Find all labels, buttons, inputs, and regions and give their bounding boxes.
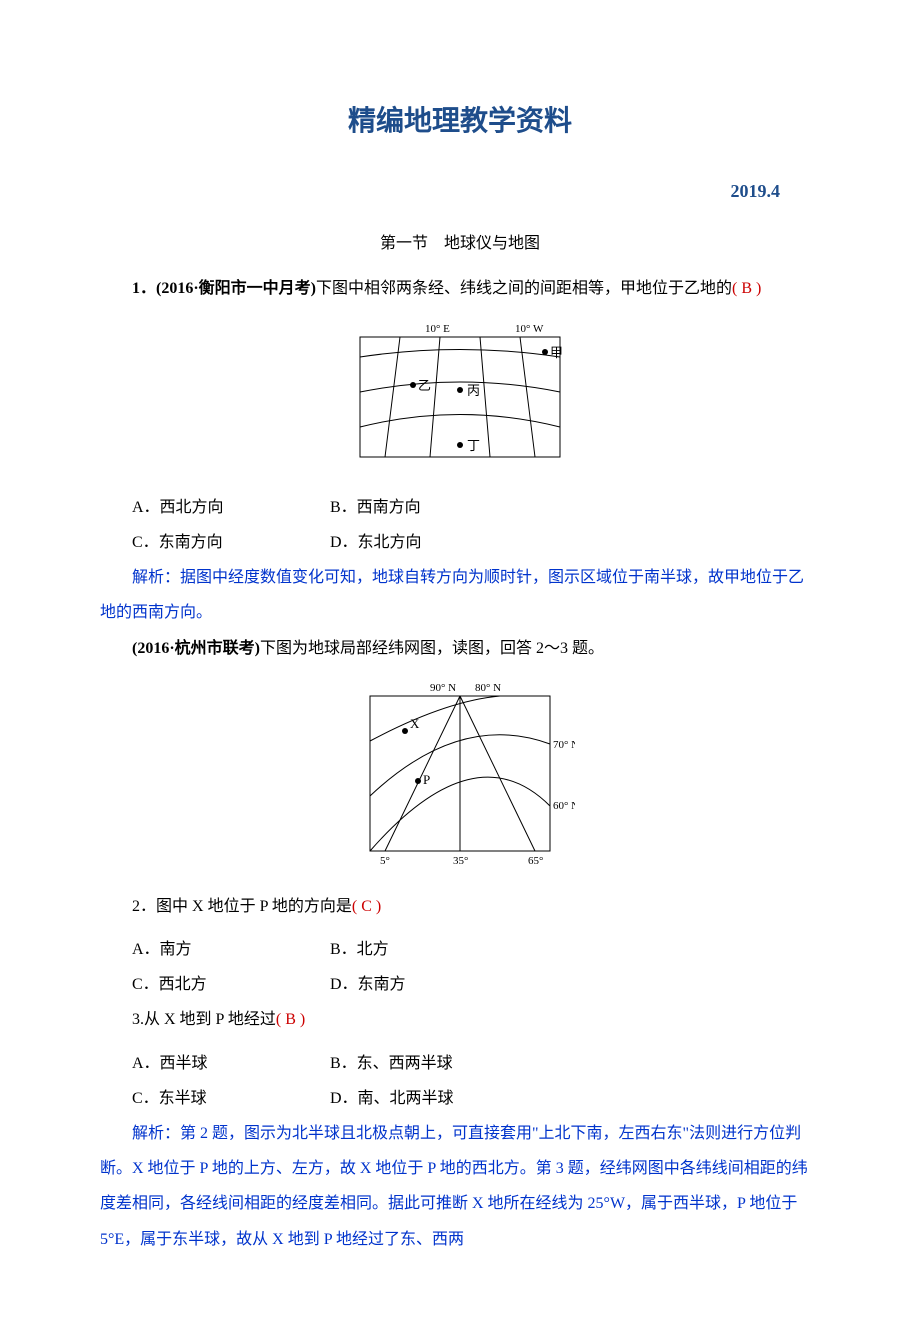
q3-opt-b: B．东、西两半球 (330, 1046, 820, 1081)
q1-text: 下图中相邻两条经、纬线之间的间距相等，甲地位于乙地的 (316, 280, 732, 297)
q3-opt-d: D．南、北两半球 (330, 1081, 820, 1116)
q1-opt-a: A．西北方向 (100, 490, 330, 525)
q3-prefix: 3. (132, 1011, 144, 1028)
q1-opt-d: D．东北方向 (330, 525, 820, 560)
q3-text: 从 X 地到 P 地经过 (144, 1011, 276, 1028)
question-3: 3.从 X 地到 P 地经过( B ) (100, 1002, 820, 1037)
fig1-jia: 甲 (550, 345, 563, 360)
main-title: 精编地理教学资料 (100, 90, 820, 152)
q2-options-row1: A．南方 B．北方 (100, 932, 820, 967)
question-2: 2．图中 X 地位于 P 地的方向是( C ) (100, 889, 820, 924)
question-1: 1．(2016·衡阳市一中月考)下图中相邻两条经、纬线之间的间距相等，甲地位于乙… (100, 271, 820, 306)
q1-options-row2: C．东南方向 D．东北方向 (100, 525, 820, 560)
fig2-p: P (423, 772, 430, 787)
figure-2: 90° N 80° N 70° N 60° N 5° 35° 65° X P (100, 676, 820, 879)
q23-analysis-label: 解析： (132, 1125, 180, 1142)
q2-opt-b: B．北方 (330, 932, 820, 967)
q3-opt-c: C．东半球 (100, 1081, 330, 1116)
fig2-70n: 70° N (553, 739, 575, 751)
q2-intro-prefix: (2016·杭州市联考) (132, 640, 260, 657)
q2-text: 图中 X 地位于 P 地的方向是 (156, 898, 352, 915)
q3-options-row1: A．西半球 B．东、西两半球 (100, 1046, 820, 1081)
q2-opt-d: D．东南方 (330, 967, 820, 1002)
q2-prefix: 2． (132, 898, 156, 915)
q1-analysis-text: 据图中经度数值变化可知，地球自转方向为顺时针，图示区域位于南半球，故甲地位于乙地… (100, 569, 804, 621)
q2-opt-c: C．西北方 (100, 967, 330, 1002)
q1-analysis-label: 解析： (132, 569, 180, 586)
fig2-x: X (410, 716, 420, 731)
q1-prefix: 1．(2016·衡阳市一中月考) (132, 280, 316, 297)
q1-answer: ( B ) (732, 280, 761, 297)
fig2-35: 35° (453, 855, 468, 866)
fig2-5: 5° (380, 855, 390, 866)
q23-analysis-text: 第 2 题，图示为北半球且北极点朝上，可直接套用"上北下南，左西右东"法则进行方… (100, 1125, 808, 1248)
fig2-60n: 60° N (553, 800, 575, 812)
q23-analysis: 解析：第 2 题，图示为北半球且北极点朝上，可直接套用"上北下南，左西右东"法则… (100, 1116, 820, 1257)
q2-intro-text: 下图为地球局部经纬网图，读图，回答 2～3 题。 (260, 640, 604, 657)
q3-opt-a: A．西半球 (100, 1046, 330, 1081)
q2-intro: (2016·杭州市联考)下图为地球局部经纬网图，读图，回答 2～3 题。 (100, 631, 820, 666)
section-title: 第一节 地球仪与地图 (100, 226, 820, 261)
q1-opt-b: B．西南方向 (330, 490, 820, 525)
fig1-yi: 乙 (418, 378, 431, 393)
fig1-right-lon: 10° W (515, 323, 544, 335)
q1-analysis: 解析：据图中经度数值变化可知，地球自转方向为顺时针，图示区域位于南半球，故甲地位… (100, 560, 820, 630)
fig1-left-lon: 10° E (425, 323, 450, 335)
figure-1: 10° E 10° W 甲 乙 丙 丁 (100, 317, 820, 480)
q1-opt-c: C．东南方向 (100, 525, 330, 560)
q2-answer: ( C ) (352, 898, 381, 915)
fig2-90n: 90° N (430, 682, 456, 694)
fig1-bing: 丙 (467, 383, 480, 398)
q1-options-row1: A．西北方向 B．西南方向 (100, 490, 820, 525)
fig1-ding: 丁 (467, 438, 480, 453)
date: 2019.4 (100, 172, 820, 212)
fig2-80n: 80° N (475, 682, 501, 694)
fig2-65: 65° (528, 855, 543, 866)
q3-answer: ( B ) (276, 1011, 305, 1028)
q3-options-row2: C．东半球 D．南、北两半球 (100, 1081, 820, 1116)
q2-opt-a: A．南方 (100, 932, 330, 967)
q2-options-row2: C．西北方 D．东南方 (100, 967, 820, 1002)
